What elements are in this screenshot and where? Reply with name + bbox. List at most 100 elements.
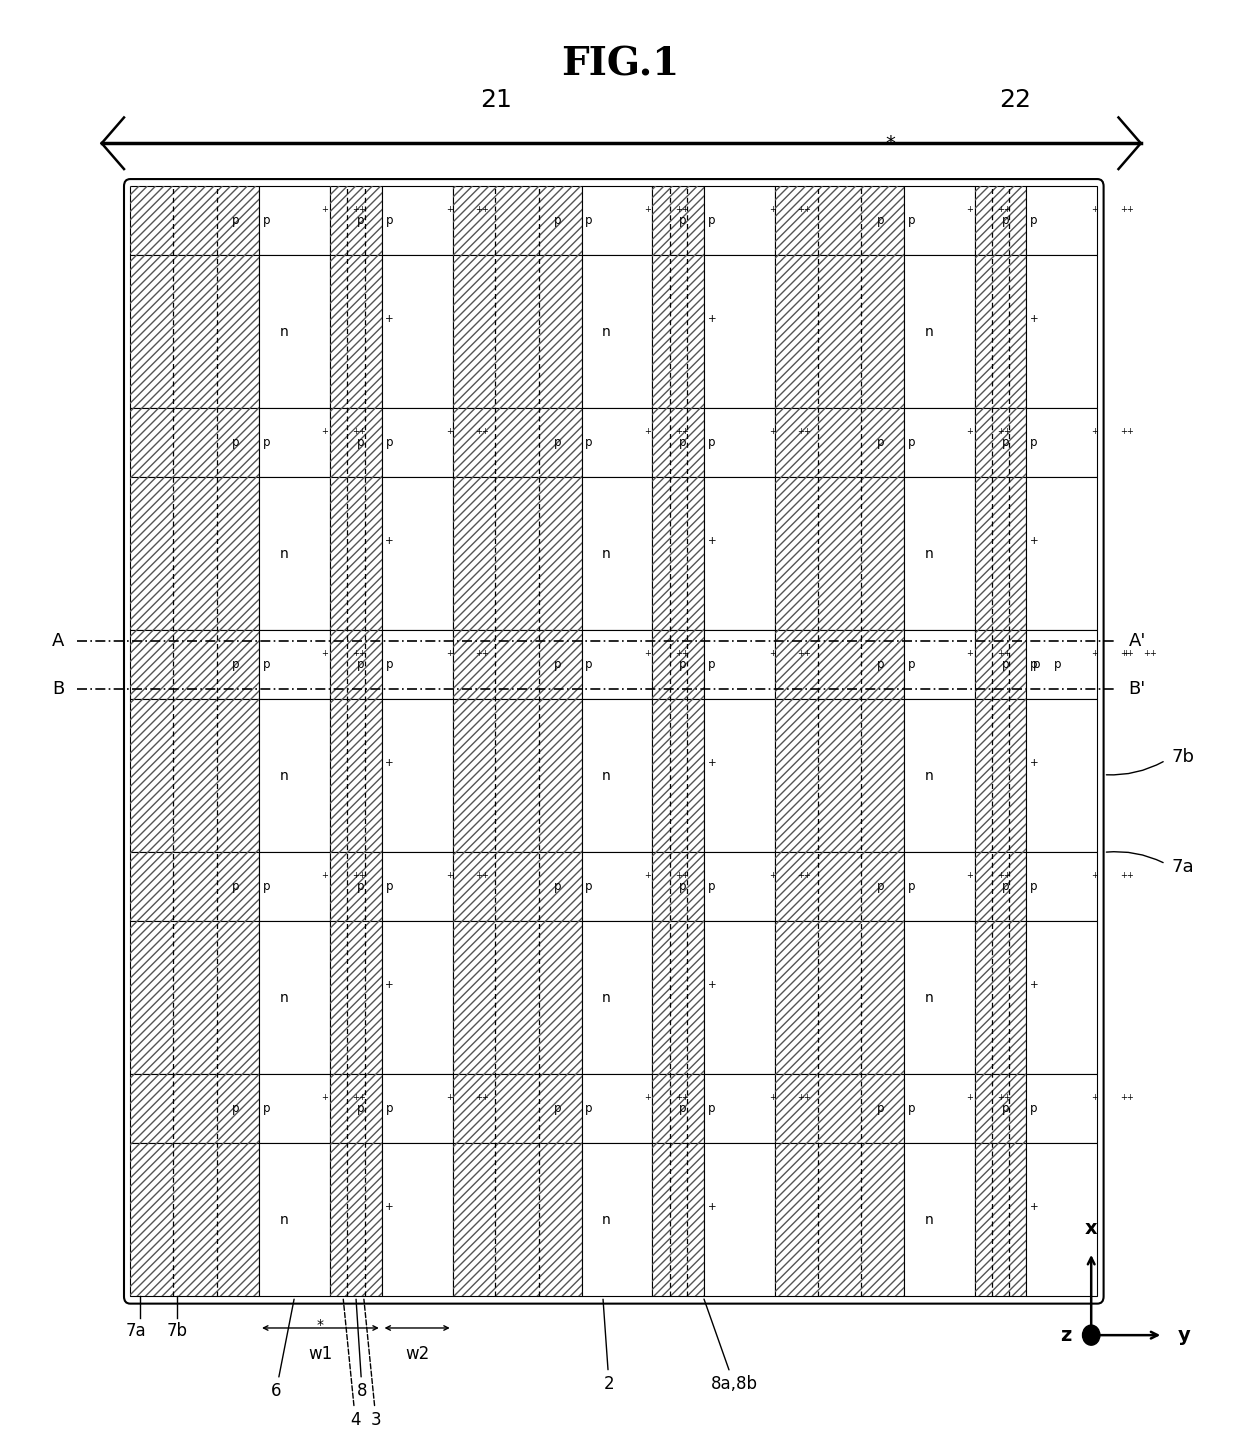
Bar: [775, 921, 904, 1074]
Bar: [775, 1074, 904, 1143]
Text: p: p: [1002, 436, 1009, 449]
Bar: [975, 186, 1027, 255]
FancyBboxPatch shape: [124, 179, 1104, 1304]
Bar: [704, 1074, 775, 1143]
Text: p: p: [1030, 1103, 1038, 1116]
Text: p: p: [1030, 658, 1038, 671]
Bar: [652, 409, 704, 478]
Text: z: z: [1060, 1325, 1071, 1345]
Bar: [582, 478, 652, 631]
Text: ++: ++: [997, 1093, 1011, 1103]
Text: 4: 4: [343, 1299, 361, 1430]
Text: 8: 8: [356, 1299, 367, 1401]
Text: ++: ++: [352, 427, 366, 436]
Text: ++: ++: [797, 650, 811, 658]
Bar: [330, 631, 382, 700]
Bar: [130, 852, 259, 921]
Bar: [975, 255, 1027, 409]
Text: p: p: [908, 1103, 915, 1116]
Text: p: p: [263, 436, 270, 449]
Bar: [975, 921, 1027, 1074]
Text: +: +: [966, 650, 973, 658]
Text: p: p: [1030, 214, 1038, 227]
Text: ++: ++: [475, 872, 489, 880]
Text: +: +: [1091, 205, 1099, 214]
Text: +: +: [386, 314, 394, 324]
Text: p: p: [585, 436, 593, 449]
Bar: [453, 1143, 582, 1296]
Bar: [775, 186, 904, 255]
Bar: [775, 478, 904, 631]
Bar: [259, 478, 330, 631]
Text: 7a: 7a: [126, 1322, 146, 1341]
Bar: [382, 852, 453, 921]
Bar: [975, 852, 1027, 921]
Text: A: A: [52, 631, 64, 650]
Bar: [1027, 921, 1097, 1074]
Text: +: +: [1030, 536, 1039, 546]
Bar: [330, 1074, 382, 1143]
Text: 6: 6: [270, 1299, 294, 1401]
Bar: [775, 1074, 904, 1143]
Text: p: p: [263, 880, 270, 893]
Bar: [453, 186, 582, 255]
Bar: [382, 1074, 453, 1143]
Bar: [975, 631, 1027, 700]
Text: p: p: [232, 880, 239, 893]
Bar: [975, 1074, 1027, 1143]
Text: p: p: [877, 436, 884, 449]
Bar: [1027, 186, 1097, 255]
Text: n: n: [603, 546, 611, 561]
Text: p: p: [680, 214, 687, 227]
Text: ++: ++: [997, 427, 1011, 436]
Bar: [975, 700, 1027, 852]
Bar: [453, 1074, 582, 1143]
Text: +: +: [769, 650, 776, 658]
Text: n: n: [925, 546, 934, 561]
Bar: [259, 409, 330, 478]
Bar: [582, 1143, 652, 1296]
Text: ++: ++: [352, 650, 366, 658]
Bar: [330, 700, 382, 852]
Text: 21: 21: [480, 87, 512, 112]
Bar: [130, 700, 259, 852]
Text: +: +: [644, 205, 651, 214]
Text: ++: ++: [1143, 650, 1157, 658]
Bar: [259, 631, 330, 700]
Text: n: n: [925, 769, 934, 783]
Text: p: p: [877, 658, 884, 671]
Text: ++: ++: [797, 1093, 811, 1103]
Text: +: +: [644, 872, 651, 880]
Text: +: +: [708, 759, 717, 767]
Text: p: p: [1002, 214, 1009, 227]
Bar: [259, 1074, 330, 1143]
Text: ++: ++: [1120, 205, 1133, 214]
Bar: [130, 921, 259, 1074]
Text: p: p: [357, 214, 365, 227]
Bar: [975, 409, 1027, 478]
Bar: [652, 631, 704, 700]
Bar: [330, 852, 382, 921]
Text: p: p: [263, 1103, 270, 1116]
Text: +: +: [966, 427, 973, 436]
Text: ++: ++: [797, 427, 811, 436]
Text: +: +: [321, 427, 329, 436]
Text: +: +: [446, 872, 454, 880]
Text: p: p: [708, 1103, 715, 1116]
Bar: [453, 700, 582, 852]
Bar: [582, 409, 652, 478]
Text: n: n: [280, 991, 289, 1005]
Text: p: p: [908, 880, 915, 893]
Bar: [904, 478, 975, 631]
Text: p: p: [1033, 658, 1040, 671]
Bar: [704, 921, 775, 1074]
Bar: [130, 1074, 259, 1143]
Text: +: +: [1091, 1093, 1099, 1103]
Text: p: p: [585, 658, 593, 671]
Bar: [453, 631, 582, 700]
Text: p: p: [1030, 436, 1038, 449]
Bar: [330, 409, 382, 478]
Bar: [652, 852, 704, 921]
Bar: [975, 1143, 1027, 1296]
Bar: [453, 631, 582, 700]
